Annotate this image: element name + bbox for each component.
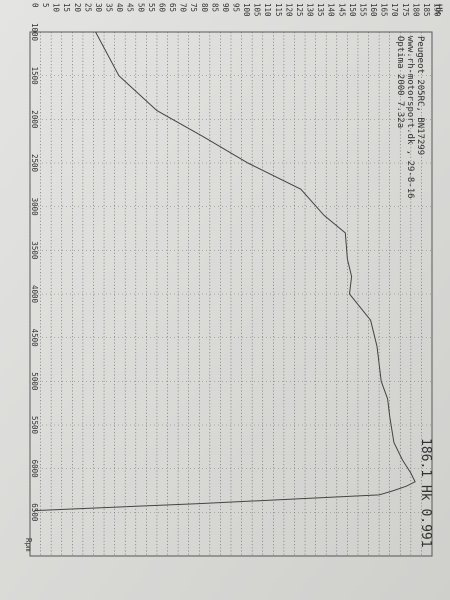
y-tick-label: 145 bbox=[337, 3, 346, 17]
x-tick-label: 2500 bbox=[30, 154, 39, 173]
y-tick-label: 30 bbox=[94, 3, 103, 13]
annotation: 186.1 Hk 0.991 bbox=[418, 438, 433, 548]
y-tick-label: 90 bbox=[221, 3, 230, 13]
x-tick-label: 2000 bbox=[30, 110, 39, 129]
y-tick-label: 95 bbox=[232, 3, 241, 12]
power-curve bbox=[34, 31, 416, 512]
header-line: Optima 2000 7.32a bbox=[395, 36, 405, 128]
y-tick-label: 100 bbox=[242, 3, 251, 17]
y-tick-label: 170 bbox=[390, 3, 399, 17]
header-line: www.rh-motorsport.dk , 29-8-16 bbox=[405, 36, 415, 199]
y-tick-label: 190 bbox=[433, 3, 442, 17]
y-tick-label: 55 bbox=[147, 3, 156, 12]
y-tick-label: 15 bbox=[62, 3, 71, 12]
y-tick-label: 20 bbox=[73, 3, 82, 13]
header-line: Peugeot 205RC, BN17299 bbox=[415, 36, 425, 155]
y-tick-label: 60 bbox=[157, 3, 166, 13]
y-tick-label: 125 bbox=[295, 3, 304, 17]
y-tick-label: 70 bbox=[179, 3, 188, 13]
y-tick-label: 180 bbox=[411, 3, 420, 17]
y-tick-label: 50 bbox=[136, 3, 145, 13]
y-tick-label: 35 bbox=[105, 3, 114, 12]
y-tick-label: 150 bbox=[348, 3, 357, 17]
y-tick-label: 45 bbox=[126, 3, 135, 12]
x-tick-label: 1500 bbox=[30, 67, 39, 86]
y-tick-label: 185 bbox=[422, 3, 431, 17]
y-tick-label: 0 bbox=[31, 3, 40, 8]
y-tick-label: 65 bbox=[168, 3, 177, 12]
y-tick-label: 85 bbox=[210, 3, 219, 12]
y-tick-label: 120 bbox=[284, 3, 293, 17]
y-tick-label: 10 bbox=[52, 3, 61, 13]
x-tick-label: 6500 bbox=[30, 503, 39, 522]
y-tick-label: 140 bbox=[327, 3, 336, 17]
y-tick-label: 110 bbox=[263, 3, 272, 17]
y-tick-label: 160 bbox=[369, 3, 378, 17]
x-tick-label: 5000 bbox=[30, 372, 39, 391]
y-tick-label: 105 bbox=[253, 3, 262, 17]
y-tick-label: 40 bbox=[115, 3, 124, 13]
x-tick-label: 6000 bbox=[30, 460, 39, 479]
y-tick-label: 115 bbox=[274, 3, 283, 17]
x-tick-label: 1000 bbox=[30, 23, 39, 42]
x-tick-label: 5500 bbox=[30, 416, 39, 435]
y-tick-label: 80 bbox=[200, 3, 209, 13]
y-tick-label: 165 bbox=[380, 3, 389, 17]
y-tick-label: 25 bbox=[83, 3, 92, 12]
x-tick-label: 4500 bbox=[30, 329, 39, 348]
x-tick-label: 3000 bbox=[30, 198, 39, 217]
y-axis-label: Hk bbox=[433, 4, 443, 15]
x-axis-label: Rpm bbox=[24, 538, 33, 552]
y-tick-label: 130 bbox=[306, 3, 315, 17]
y-tick-label: 75 bbox=[189, 3, 198, 12]
x-tick-label: 4000 bbox=[30, 285, 39, 304]
y-tick-label: 135 bbox=[316, 3, 325, 17]
y-tick-label: 155 bbox=[358, 3, 367, 17]
y-tick-label: 175 bbox=[401, 3, 410, 17]
y-tick-label: 5 bbox=[41, 3, 50, 8]
x-tick-label: 3500 bbox=[30, 241, 39, 260]
